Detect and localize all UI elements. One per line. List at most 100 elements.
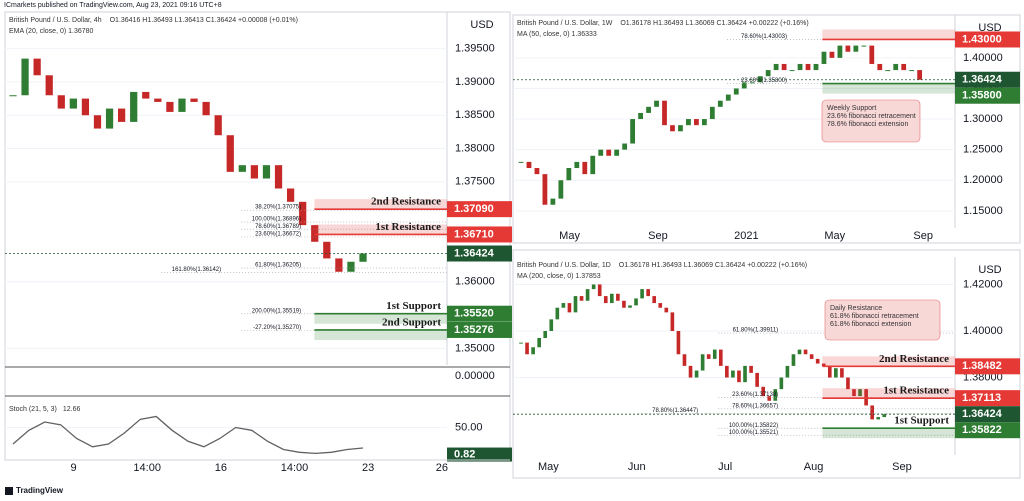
fib-label: 61.80%(1.36205) [255, 263, 301, 269]
candle [662, 100, 667, 126]
x-tick-label: 9 [70, 462, 76, 474]
currency-label: USD [470, 19, 493, 31]
candle [323, 241, 331, 259]
candle [610, 293, 614, 304]
candle [757, 76, 763, 83]
candle [917, 70, 923, 80]
candle [717, 100, 723, 107]
candle [882, 414, 887, 418]
candle [567, 303, 572, 313]
candle [534, 168, 540, 175]
price-tag-label: 1.36710 [454, 228, 494, 240]
y-tick-label: 1.40000 [963, 325, 1003, 337]
candle [901, 63, 907, 71]
x-tick-label: Aug [804, 461, 824, 473]
note-text: 78.6% fibonacci extension [827, 121, 908, 128]
candle [519, 342, 523, 344]
candle [805, 63, 811, 71]
chart-title: British Pound / U.S. Dollar, 1W [517, 20, 613, 27]
candle [909, 70, 915, 72]
candle [33, 58, 41, 76]
candle [190, 98, 198, 102]
y-tick-label: 1.38000 [963, 371, 1003, 383]
candle [694, 370, 699, 378]
candle [166, 101, 174, 112]
note-text: 61.8% fibonacci retracement [830, 313, 919, 320]
fib-label: 100.00%(1.36896) [252, 217, 301, 223]
candle [845, 45, 851, 52]
candle [749, 365, 753, 373]
candle [154, 98, 162, 102]
candle [630, 119, 636, 144]
fib-label: 23.60%(1.37138) [732, 392, 778, 398]
candle [755, 372, 759, 387]
candle [821, 363, 826, 366]
fib-label: 78.60%(1.43003) [741, 34, 787, 40]
note-text: 23.6% fibonacci retracement [827, 113, 916, 120]
y-tick-label: 50.00 [455, 421, 483, 433]
fib-label: 38.20%(1.37075) [255, 205, 301, 211]
candle [202, 101, 210, 116]
chart-title: British Pound / U.S. Dollar, 1D [517, 262, 611, 269]
fib-label: 23.60%(1.35800) [741, 78, 787, 84]
candle [718, 349, 723, 366]
candle [741, 82, 747, 89]
overlay-tick: 0.00000 [455, 370, 495, 382]
candle [877, 63, 883, 71]
candle [646, 106, 651, 113]
level-label: 1st Support [386, 300, 441, 312]
fib-label: -27.20%(1.35270) [253, 325, 301, 331]
candle [81, 98, 90, 116]
candle [797, 63, 803, 71]
candle [837, 45, 843, 58]
candle [573, 296, 578, 313]
candle [789, 70, 795, 72]
y-tick-label: 1.39500 [455, 43, 495, 55]
indicator-line [12, 415, 364, 455]
candle [598, 149, 604, 156]
candle [767, 396, 772, 401]
price-tag-label: 1.36424 [962, 74, 1003, 86]
y-tick-label: 1.42000 [963, 278, 1003, 290]
level-zone [314, 199, 447, 210]
candle [359, 253, 367, 262]
fib-label: 161.80%(1.36142) [172, 267, 221, 273]
candle [634, 298, 638, 306]
candle [531, 347, 535, 355]
candle [749, 82, 755, 84]
candle [829, 51, 835, 58]
candle [678, 125, 683, 132]
candle [226, 135, 234, 172]
y-tick-label: 1.39000 [455, 76, 495, 88]
candle [603, 296, 608, 304]
candle [311, 225, 319, 242]
candle [815, 358, 820, 364]
y-tick-label: 1.25000 [963, 144, 1003, 156]
candle [45, 75, 53, 96]
candle [809, 354, 814, 359]
candle [57, 95, 65, 109]
candle [709, 106, 715, 120]
legend-text: EMA (20, close, 0) 1.36780 [9, 28, 94, 35]
x-tick-label: 14:00 [281, 462, 309, 474]
y-tick-label: 1.30000 [963, 113, 1003, 125]
candle [658, 303, 663, 308]
candle [706, 354, 711, 359]
price-tag [955, 71, 1020, 88]
candle [686, 119, 691, 126]
x-tick-label: May [538, 461, 559, 473]
candle [628, 305, 632, 308]
candle [582, 161, 588, 175]
indicator-title: Stoch (21, 5, 3) [9, 406, 57, 413]
y-tick-label: 1.20000 [963, 174, 1003, 186]
legend-text: MA (50, close, 0) 1.36333 [517, 31, 597, 38]
price-tag-label: 1.38482 [962, 360, 1002, 372]
candle [652, 296, 657, 304]
candle [682, 354, 687, 366]
price-tag-label: 1.35822 [962, 424, 1002, 436]
x-tick-label: Sep [892, 461, 912, 473]
candle [688, 365, 693, 378]
candle [846, 377, 850, 390]
candle [743, 365, 747, 383]
candle [274, 165, 283, 189]
